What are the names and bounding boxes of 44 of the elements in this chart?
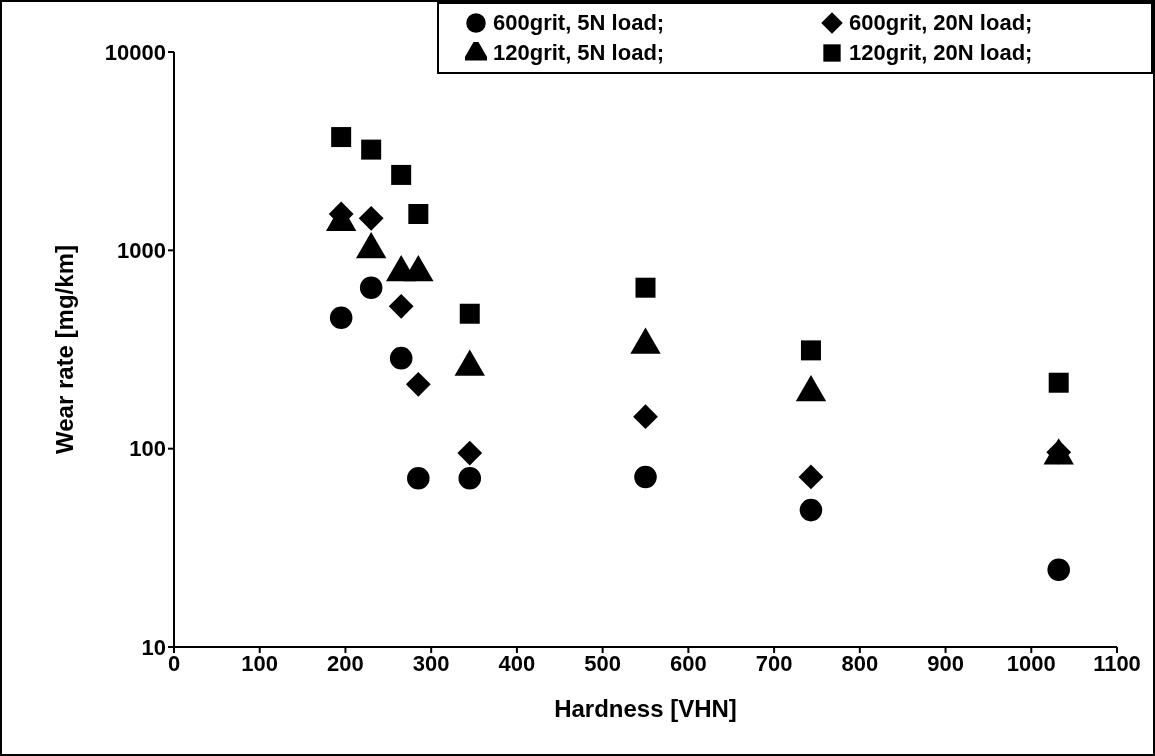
x-tick-label: 100: [241, 650, 279, 676]
y-tick-label: 1000: [117, 238, 166, 264]
point: [798, 464, 824, 490]
point: [361, 139, 382, 160]
y-tick-label: 10: [141, 634, 166, 660]
x-tick-label: 900: [927, 650, 964, 676]
point: [331, 127, 352, 148]
legend-label: 600grit, 20N load;: [849, 10, 1033, 36]
point: [405, 371, 431, 397]
point: [799, 498, 823, 522]
point: [388, 293, 414, 319]
point: [634, 465, 657, 489]
point: [359, 276, 383, 299]
point: [408, 203, 429, 224]
x-tick-label: 300: [412, 650, 450, 676]
point: [389, 346, 413, 370]
point: [1047, 558, 1070, 582]
legend-label: 120grit, 20N load;: [849, 40, 1033, 66]
x-axis-title: Hardness [VHN]: [554, 695, 737, 722]
point: [329, 306, 353, 330]
point: [407, 466, 430, 490]
point: [633, 404, 658, 430]
y-tick-label: 100: [129, 436, 166, 462]
x-tick-label: 1100: [1093, 650, 1141, 676]
x-tick-label: 800: [841, 650, 879, 676]
legend-label: 120grit, 5N load;: [493, 40, 665, 66]
y-tick-label: 10000: [104, 39, 166, 65]
point: [459, 303, 480, 324]
x-tick-label: 500: [584, 650, 621, 676]
x-tick-label: 600: [670, 650, 707, 676]
x-tick-label: 700: [755, 650, 793, 676]
x-tick-label: 200: [327, 650, 364, 676]
point: [1048, 372, 1069, 393]
point: [358, 205, 384, 231]
y-axis-title: Wear rate [mg/km]: [50, 245, 78, 454]
point: [800, 340, 821, 361]
legend-label: 600grit, 5N load;: [493, 10, 665, 36]
x-tick-label: 0: [167, 650, 181, 676]
point: [635, 277, 656, 298]
x-tick-label: 400: [498, 650, 536, 676]
point: [391, 164, 412, 185]
point: [458, 466, 482, 490]
point: [457, 440, 483, 466]
x-tick-label: 1000: [1006, 650, 1056, 676]
